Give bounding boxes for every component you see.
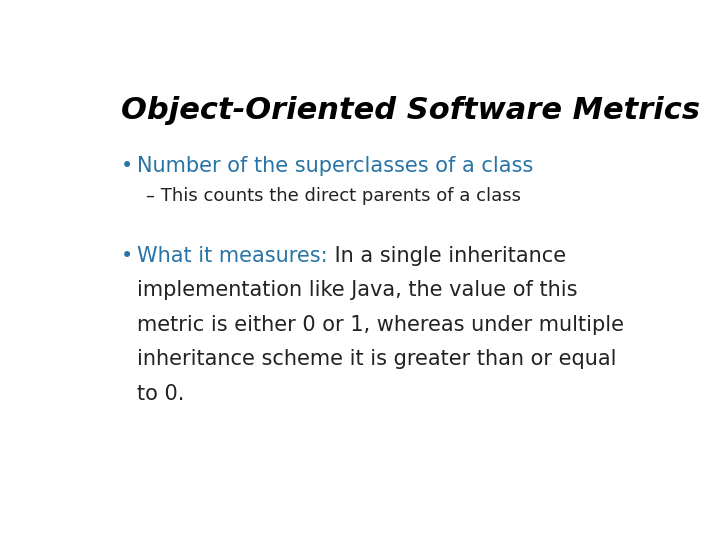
Text: metric is either 0 or 1, whereas under multiple: metric is either 0 or 1, whereas under m… bbox=[138, 315, 624, 335]
Text: In a single inheritance: In a single inheritance bbox=[328, 246, 566, 266]
Text: implementation like Java, the value of this: implementation like Java, the value of t… bbox=[138, 280, 578, 300]
Text: Object-Oriented Software Metrics: Object-Oriented Software Metrics bbox=[121, 96, 700, 125]
Text: Number of the superclasses of a class: Number of the superclasses of a class bbox=[138, 156, 534, 176]
Text: inheritance scheme it is greater than or equal: inheritance scheme it is greater than or… bbox=[138, 349, 617, 369]
Text: What it measures:: What it measures: bbox=[138, 246, 328, 266]
Text: – This counts the direct parents of a class: – This counts the direct parents of a cl… bbox=[145, 187, 521, 205]
Text: •: • bbox=[121, 246, 133, 266]
Text: •: • bbox=[121, 156, 133, 176]
Text: to 0.: to 0. bbox=[138, 384, 185, 404]
